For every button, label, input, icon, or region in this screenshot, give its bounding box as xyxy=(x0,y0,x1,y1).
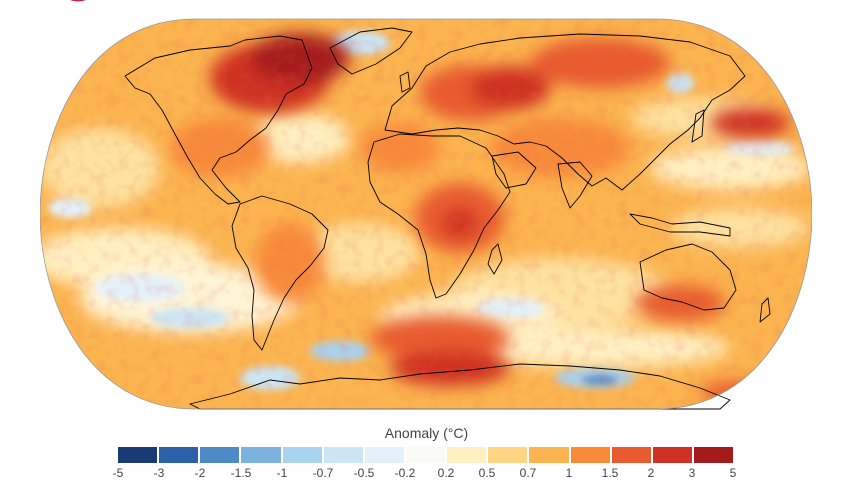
legend-swatch xyxy=(323,447,363,463)
legend-swatch xyxy=(364,447,404,463)
legend-tick-label: 3 xyxy=(688,466,696,480)
organization-logo-icon xyxy=(58,0,98,4)
coastline-north-america xyxy=(124,35,313,205)
legend-swatch xyxy=(282,447,322,463)
legend-tick-label: 0.2 xyxy=(437,466,455,480)
color-scale-ticks: -5 -3 -2 -1.5 -1 -0.7 -0.5 -0.2 0.2 0.5 0.7 1 1.5 2 3 5 xyxy=(113,466,737,480)
legend-swatch xyxy=(200,447,240,463)
legend-tick-label: -5 xyxy=(112,466,124,480)
legend-tick-label: 1.5 xyxy=(601,466,619,480)
coastline-australia xyxy=(639,243,737,311)
legend-tick-label: -3 xyxy=(153,466,165,480)
legend-swatch xyxy=(488,447,528,463)
coastline-new-zealand xyxy=(759,297,771,323)
coastline-madagascar xyxy=(487,243,503,275)
color-scale-bar xyxy=(118,447,734,463)
legend-swatch xyxy=(611,447,651,463)
legend-tick-label: -1.5 xyxy=(230,466,252,480)
coastline-antarctica xyxy=(189,363,731,410)
legend-tick-label: 2 xyxy=(647,466,655,480)
legend-swatch xyxy=(529,447,569,463)
legend-swatch xyxy=(570,447,610,463)
coastline-eurasia xyxy=(384,33,746,191)
legend-tick-label: -0.2 xyxy=(394,466,416,480)
coastline-india xyxy=(557,161,593,209)
map-border xyxy=(40,18,812,410)
legend-swatch xyxy=(118,447,158,463)
coastline-japan xyxy=(691,109,705,143)
coastline-greenland xyxy=(329,27,413,75)
coastline-africa xyxy=(367,133,511,299)
legend-tick-label: -2 xyxy=(194,466,206,480)
legend-tick-label: 5 xyxy=(729,466,737,480)
world-map-svg xyxy=(40,18,812,410)
legend-swatch xyxy=(447,447,487,463)
legend-swatch xyxy=(405,447,446,463)
legend-tick-label: 1 xyxy=(565,466,573,480)
legend-tick-label: -0.7 xyxy=(312,466,334,480)
legend-swatch xyxy=(693,447,734,463)
legend-tick-label: -0.5 xyxy=(353,466,375,480)
legend-title: Anomaly (°C) xyxy=(384,425,469,441)
coastline-uk xyxy=(399,71,411,93)
legend-tick-label: 0.7 xyxy=(519,466,537,480)
legend-swatch xyxy=(241,447,281,463)
legend-tick-label: -1 xyxy=(276,466,288,480)
coastline-arabia xyxy=(491,151,537,189)
coastlines xyxy=(124,27,771,410)
legend-swatch xyxy=(652,447,692,463)
legend-swatch xyxy=(159,447,199,463)
coastline-south-america xyxy=(231,195,329,351)
coastline-indonesia xyxy=(629,213,731,237)
legend-tick-label: 0.5 xyxy=(478,466,496,480)
temperature-anomaly-map xyxy=(40,18,812,410)
anomaly-field xyxy=(40,19,812,409)
